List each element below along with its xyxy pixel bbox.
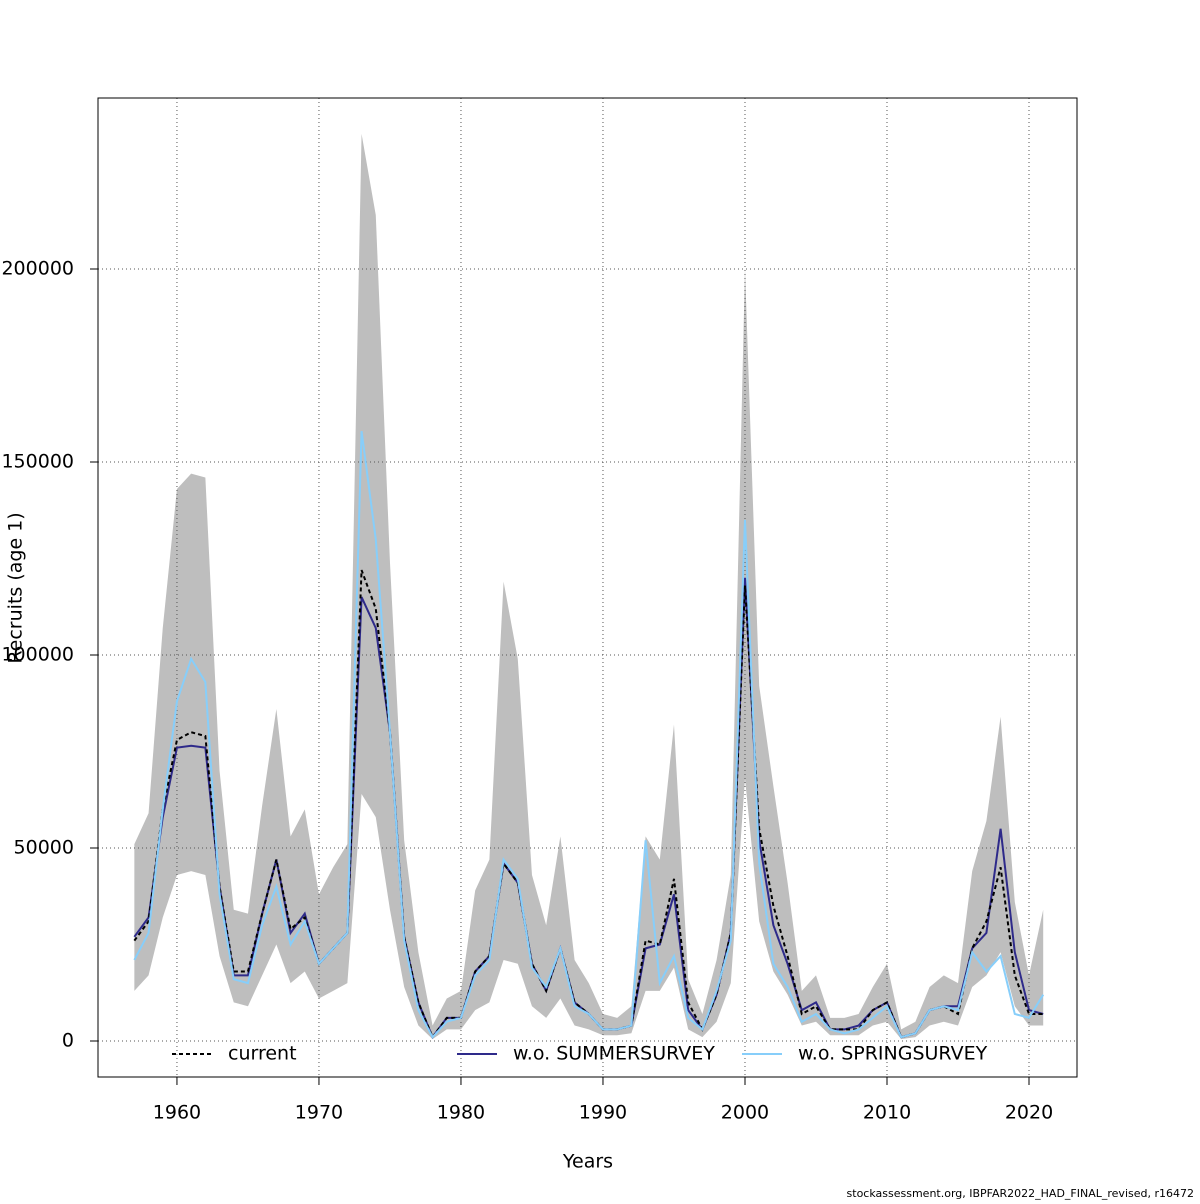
x-tick-label: 2010 [863,1102,911,1124]
x-tick-label: 1970 [295,1102,343,1124]
x-tick-label: 1990 [579,1102,627,1124]
series-line [133,430,1045,1039]
y-axis-label: Recruits (age 1) [5,512,27,663]
footer: stockassessment.org, IBPFAR2022_HAD_FINA… [847,1187,1194,1200]
y-tick-label: 0 [62,1030,74,1052]
legend-label: w.o. SUMMERSURVEY [513,1043,715,1065]
plot-frame [97,97,1078,1078]
confidence-band [134,133,1044,1040]
x-tick-label: 2000 [721,1102,769,1124]
y-tick-label: 100000 [1,644,74,666]
legend-label: current [228,1043,297,1065]
x-axis-label: Years [562,1151,613,1173]
x-tick-label: 1980 [437,1102,485,1124]
y-tick-label: 50000 [14,837,74,859]
x-tick-label: 2020 [1005,1102,1053,1124]
y-tick-label: 150000 [1,450,74,472]
x-tick-label: 1960 [153,1102,201,1124]
y-tick-label: 200000 [1,257,74,279]
legend-label: w.o. SPRINGSURVEY [798,1043,988,1065]
